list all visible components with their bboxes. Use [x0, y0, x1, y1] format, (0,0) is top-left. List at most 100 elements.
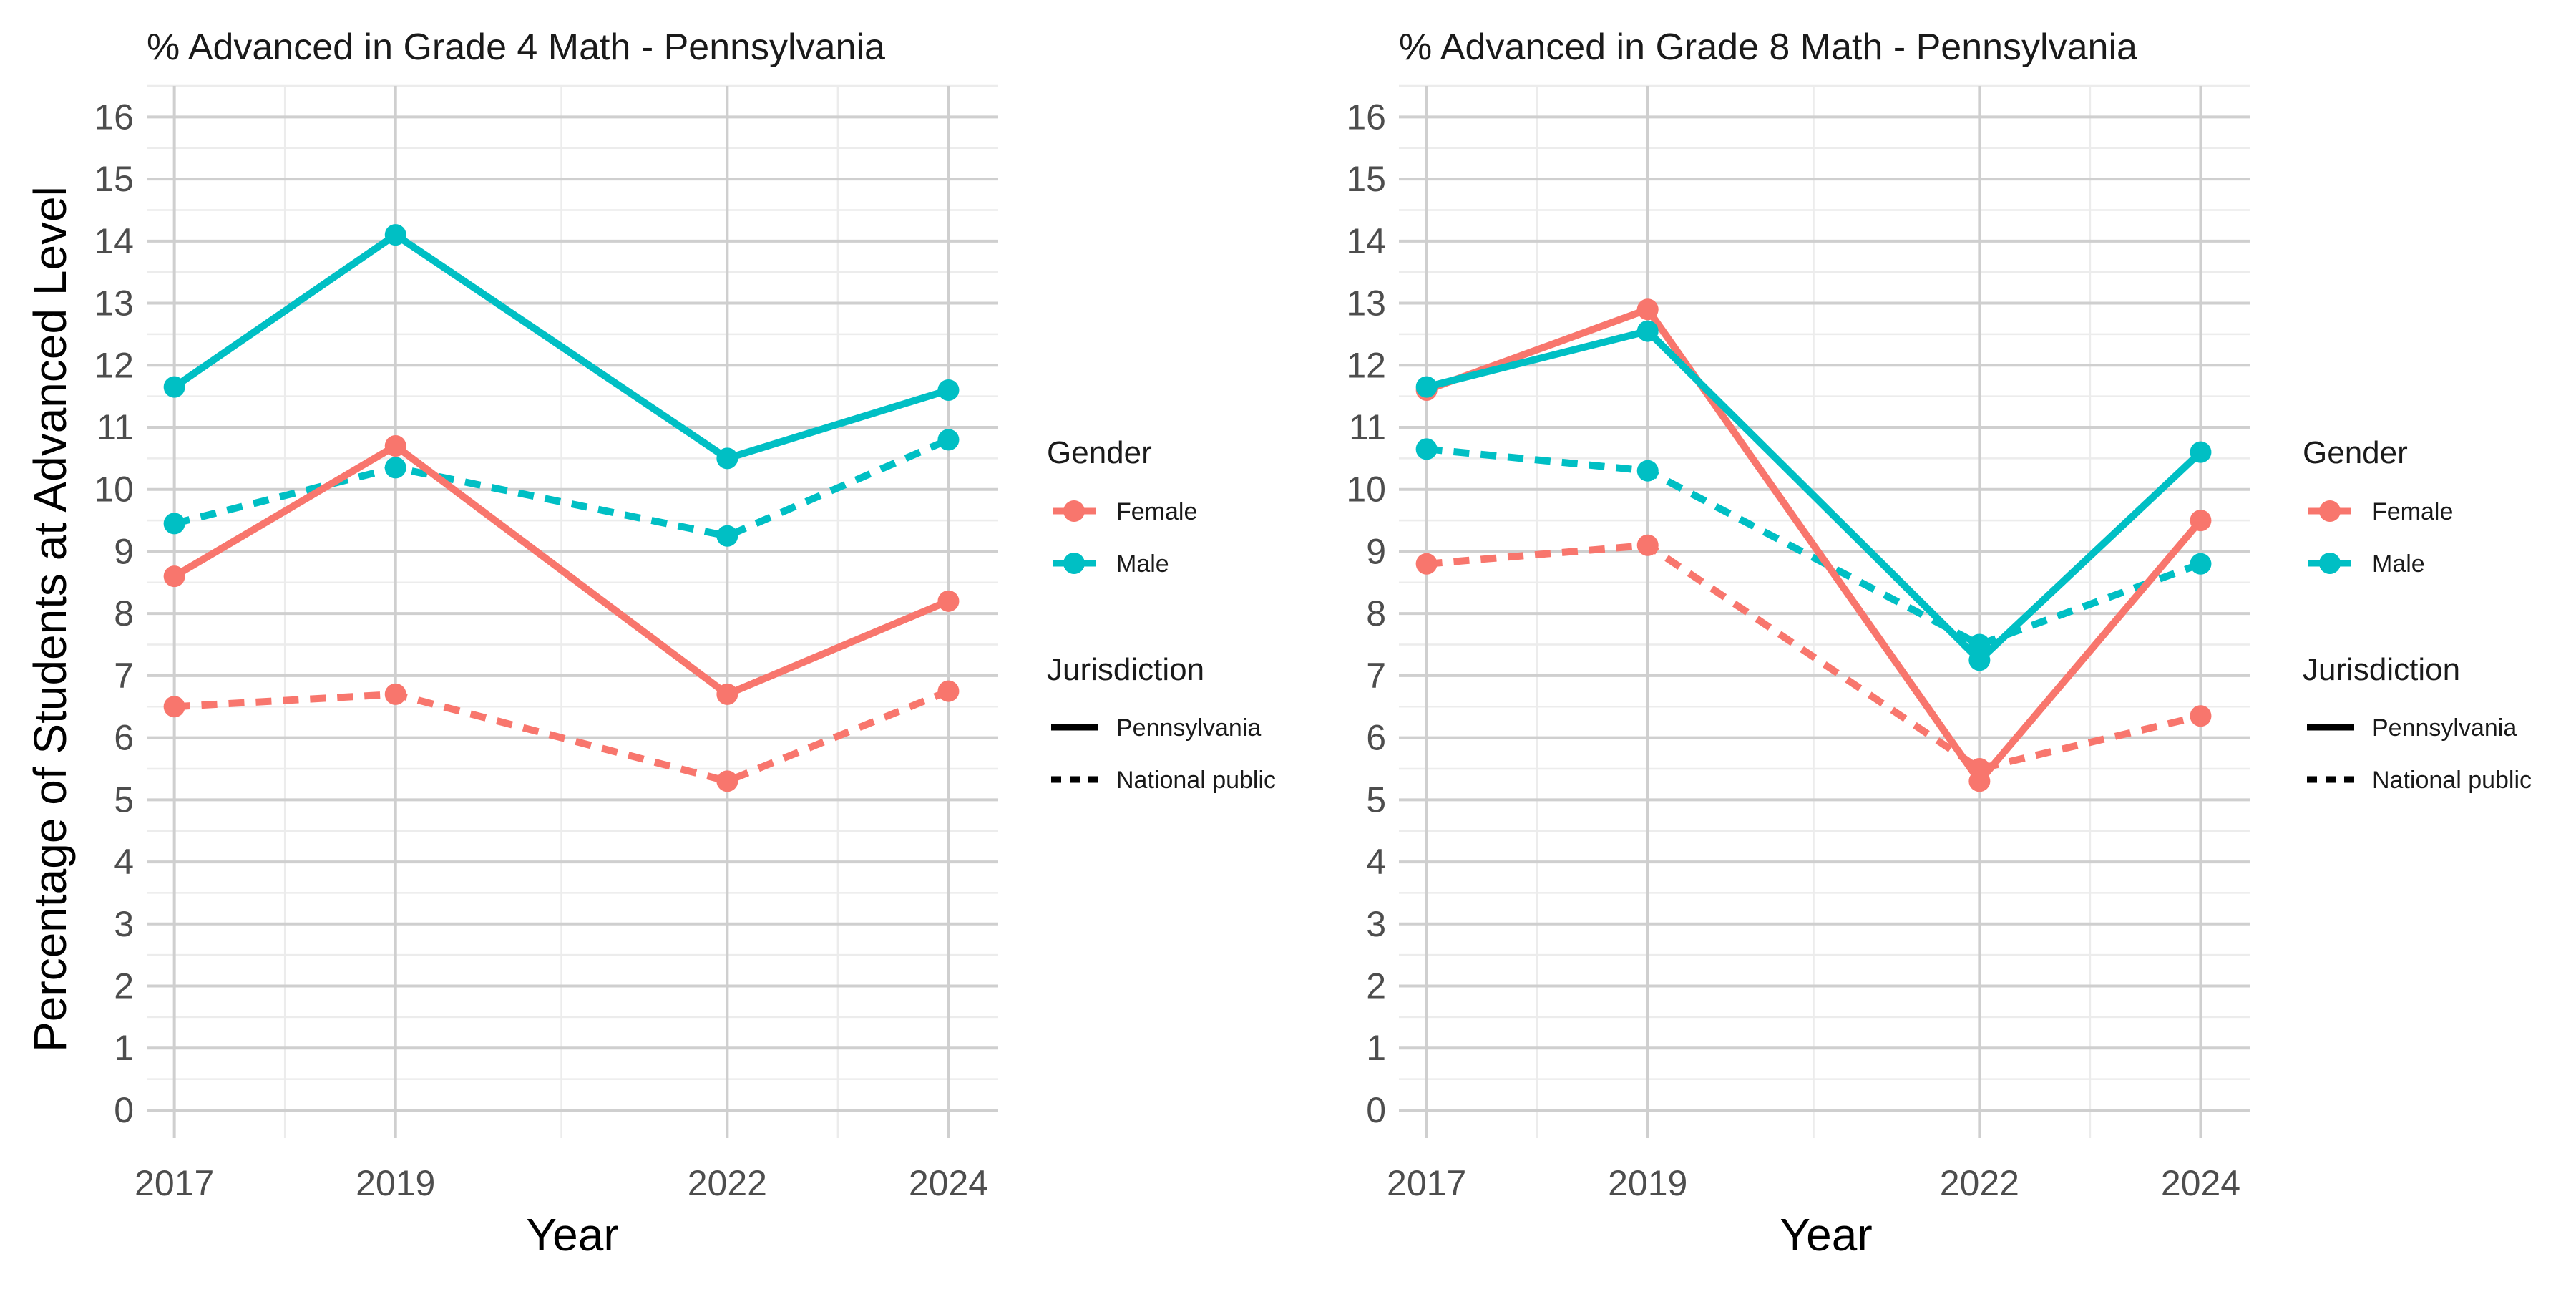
data-point-male-pennsylvania: [384, 224, 406, 246]
data-point-female-pennsylvania: [716, 683, 738, 705]
data-point-male-national-public: [2190, 553, 2212, 575]
legend-label-male: Male: [1116, 550, 1169, 578]
series-line-male-pennsylvania: [172, 231, 950, 462]
y-tick-label: 8: [1366, 593, 1386, 633]
legend-title-jurisdiction: Jurisdiction: [2303, 652, 2460, 687]
y-tick-label: 11: [97, 407, 134, 447]
data-point-female-national-public: [1636, 534, 1659, 556]
legend-label-female: Female: [1116, 498, 1197, 525]
data-point-male-national-public: [1415, 438, 1438, 460]
y-tick-label: 16: [94, 97, 134, 137]
x-tick-label: 2017: [135, 1163, 214, 1203]
y-tick-label: 3: [114, 904, 134, 944]
y-tick-label: 9: [114, 531, 134, 571]
data-point-male-national-public: [163, 513, 185, 535]
series-line-male-pennsylvania: [1425, 327, 2203, 664]
x-tick-label: 2024: [909, 1163, 988, 1203]
series-line-female-pennsylvania: [1425, 306, 2204, 785]
data-point-female-pennsylvania: [1636, 298, 1659, 321]
legend-swatch-point: [1063, 553, 1085, 574]
y-tick-label: 13: [1346, 283, 1386, 324]
series-line-male-national-public: [1426, 445, 2202, 649]
data-point-female-pennsylvania: [2190, 510, 2212, 532]
legend-label-male: Male: [2372, 550, 2425, 578]
data-point-male-national-public: [716, 525, 738, 547]
y-tick-label: 12: [1346, 345, 1386, 385]
series-line-female-pennsylvania: [172, 442, 950, 698]
y-tick-label: 1: [1366, 1028, 1386, 1068]
series-line-female-national-public: [174, 687, 950, 785]
x-axis-title: Year: [526, 1209, 618, 1261]
legend-title-gender: Gender: [1047, 435, 1152, 470]
y-axis-title: Percentage of Students at Advanced Level: [24, 186, 76, 1052]
legend-label-female: Female: [2372, 498, 2453, 525]
y-tick-label: 6: [114, 718, 134, 758]
y-tick-label: 8: [114, 593, 134, 633]
y-tick-label: 10: [1346, 470, 1386, 510]
y-tick-label: 4: [114, 842, 134, 882]
legend-label-pennsylvania: Pennsylvania: [2372, 714, 2517, 742]
y-tick-label: 5: [1366, 779, 1386, 820]
series-line-female-national-public: [1426, 541, 2202, 772]
legend-label-national-public: National public: [2372, 767, 2532, 794]
y-tick-label: 14: [1346, 221, 1386, 261]
data-point-female-national-public: [1415, 553, 1438, 575]
x-axis-title: Year: [1780, 1209, 1872, 1261]
data-point-female-national-public: [716, 770, 738, 792]
data-point-female-national-public: [2190, 705, 2212, 727]
y-tick-label: 3: [1366, 904, 1386, 944]
x-tick-label: 2022: [688, 1163, 767, 1203]
y-tick-label: 11: [1349, 407, 1386, 447]
chart-title: % Advanced in Grade 4 Math - Pennsylvani…: [147, 26, 885, 68]
data-point-male-pennsylvania: [716, 447, 738, 470]
legend-label-pennsylvania: Pennsylvania: [1116, 714, 1261, 742]
data-point-male-national-public: [937, 429, 960, 451]
legend-title-jurisdiction: Jurisdiction: [1047, 652, 1204, 687]
legend-swatch-point: [1063, 500, 1085, 522]
y-tick-label: 15: [94, 159, 134, 199]
y-tick-label: 4: [1366, 842, 1386, 882]
data-point-female-national-public: [384, 683, 406, 705]
data-point-male-pennsylvania: [1636, 320, 1659, 342]
data-point-male-pennsylvania: [1415, 376, 1438, 398]
y-tick-label: 16: [1346, 97, 1386, 137]
data-point-male-national-public: [1968, 633, 1991, 656]
y-tick-label: 7: [1366, 656, 1386, 696]
y-tick-label: 13: [94, 283, 134, 324]
y-tick-label: 10: [94, 470, 134, 510]
y-tick-label: 0: [114, 1090, 134, 1130]
y-tick-label: 1: [114, 1028, 134, 1068]
x-tick-label: 2019: [356, 1163, 435, 1203]
x-tick-label: 2024: [2161, 1163, 2240, 1203]
y-tick-label: 15: [1346, 159, 1386, 199]
data-point-female-pennsylvania: [384, 435, 406, 457]
data-point-male-pennsylvania: [2190, 441, 2212, 463]
data-point-male-pennsylvania: [937, 379, 960, 401]
y-tick-label: 6: [1366, 718, 1386, 758]
data-point-male-national-public: [1636, 460, 1659, 482]
y-tick-label: 9: [1366, 531, 1386, 571]
legend-label-national-public: National public: [1116, 767, 1276, 794]
data-point-female-pennsylvania: [163, 565, 185, 588]
y-tick-label: 7: [114, 656, 134, 696]
legend-swatch-point: [2319, 500, 2341, 522]
legend-title-gender: Gender: [2303, 435, 2408, 470]
chart-title: % Advanced in Grade 8 Math - Pennsylvani…: [1399, 26, 2137, 68]
y-tick-label: 5: [114, 779, 134, 820]
data-point-female-national-public: [163, 696, 185, 718]
y-tick-label: 0: [1366, 1090, 1386, 1130]
y-tick-label: 12: [94, 345, 134, 385]
data-point-female-pennsylvania: [1968, 770, 1991, 792]
x-tick-label: 2022: [1940, 1163, 2019, 1203]
legend-1: Gender Female Male Jurisdiction Pennsylvania…: [1047, 435, 1276, 794]
legend-2: Gender Female Male Jurisdiction Pennsylvania…: [2303, 435, 2532, 794]
data-point-female-national-public: [937, 680, 960, 702]
x-tick-label: 2019: [1608, 1163, 1687, 1203]
y-tick-label: 2: [114, 966, 134, 1006]
data-point-male-national-public: [384, 457, 406, 479]
series-line-male-national-public: [173, 436, 950, 540]
y-tick-label: 14: [94, 221, 134, 261]
